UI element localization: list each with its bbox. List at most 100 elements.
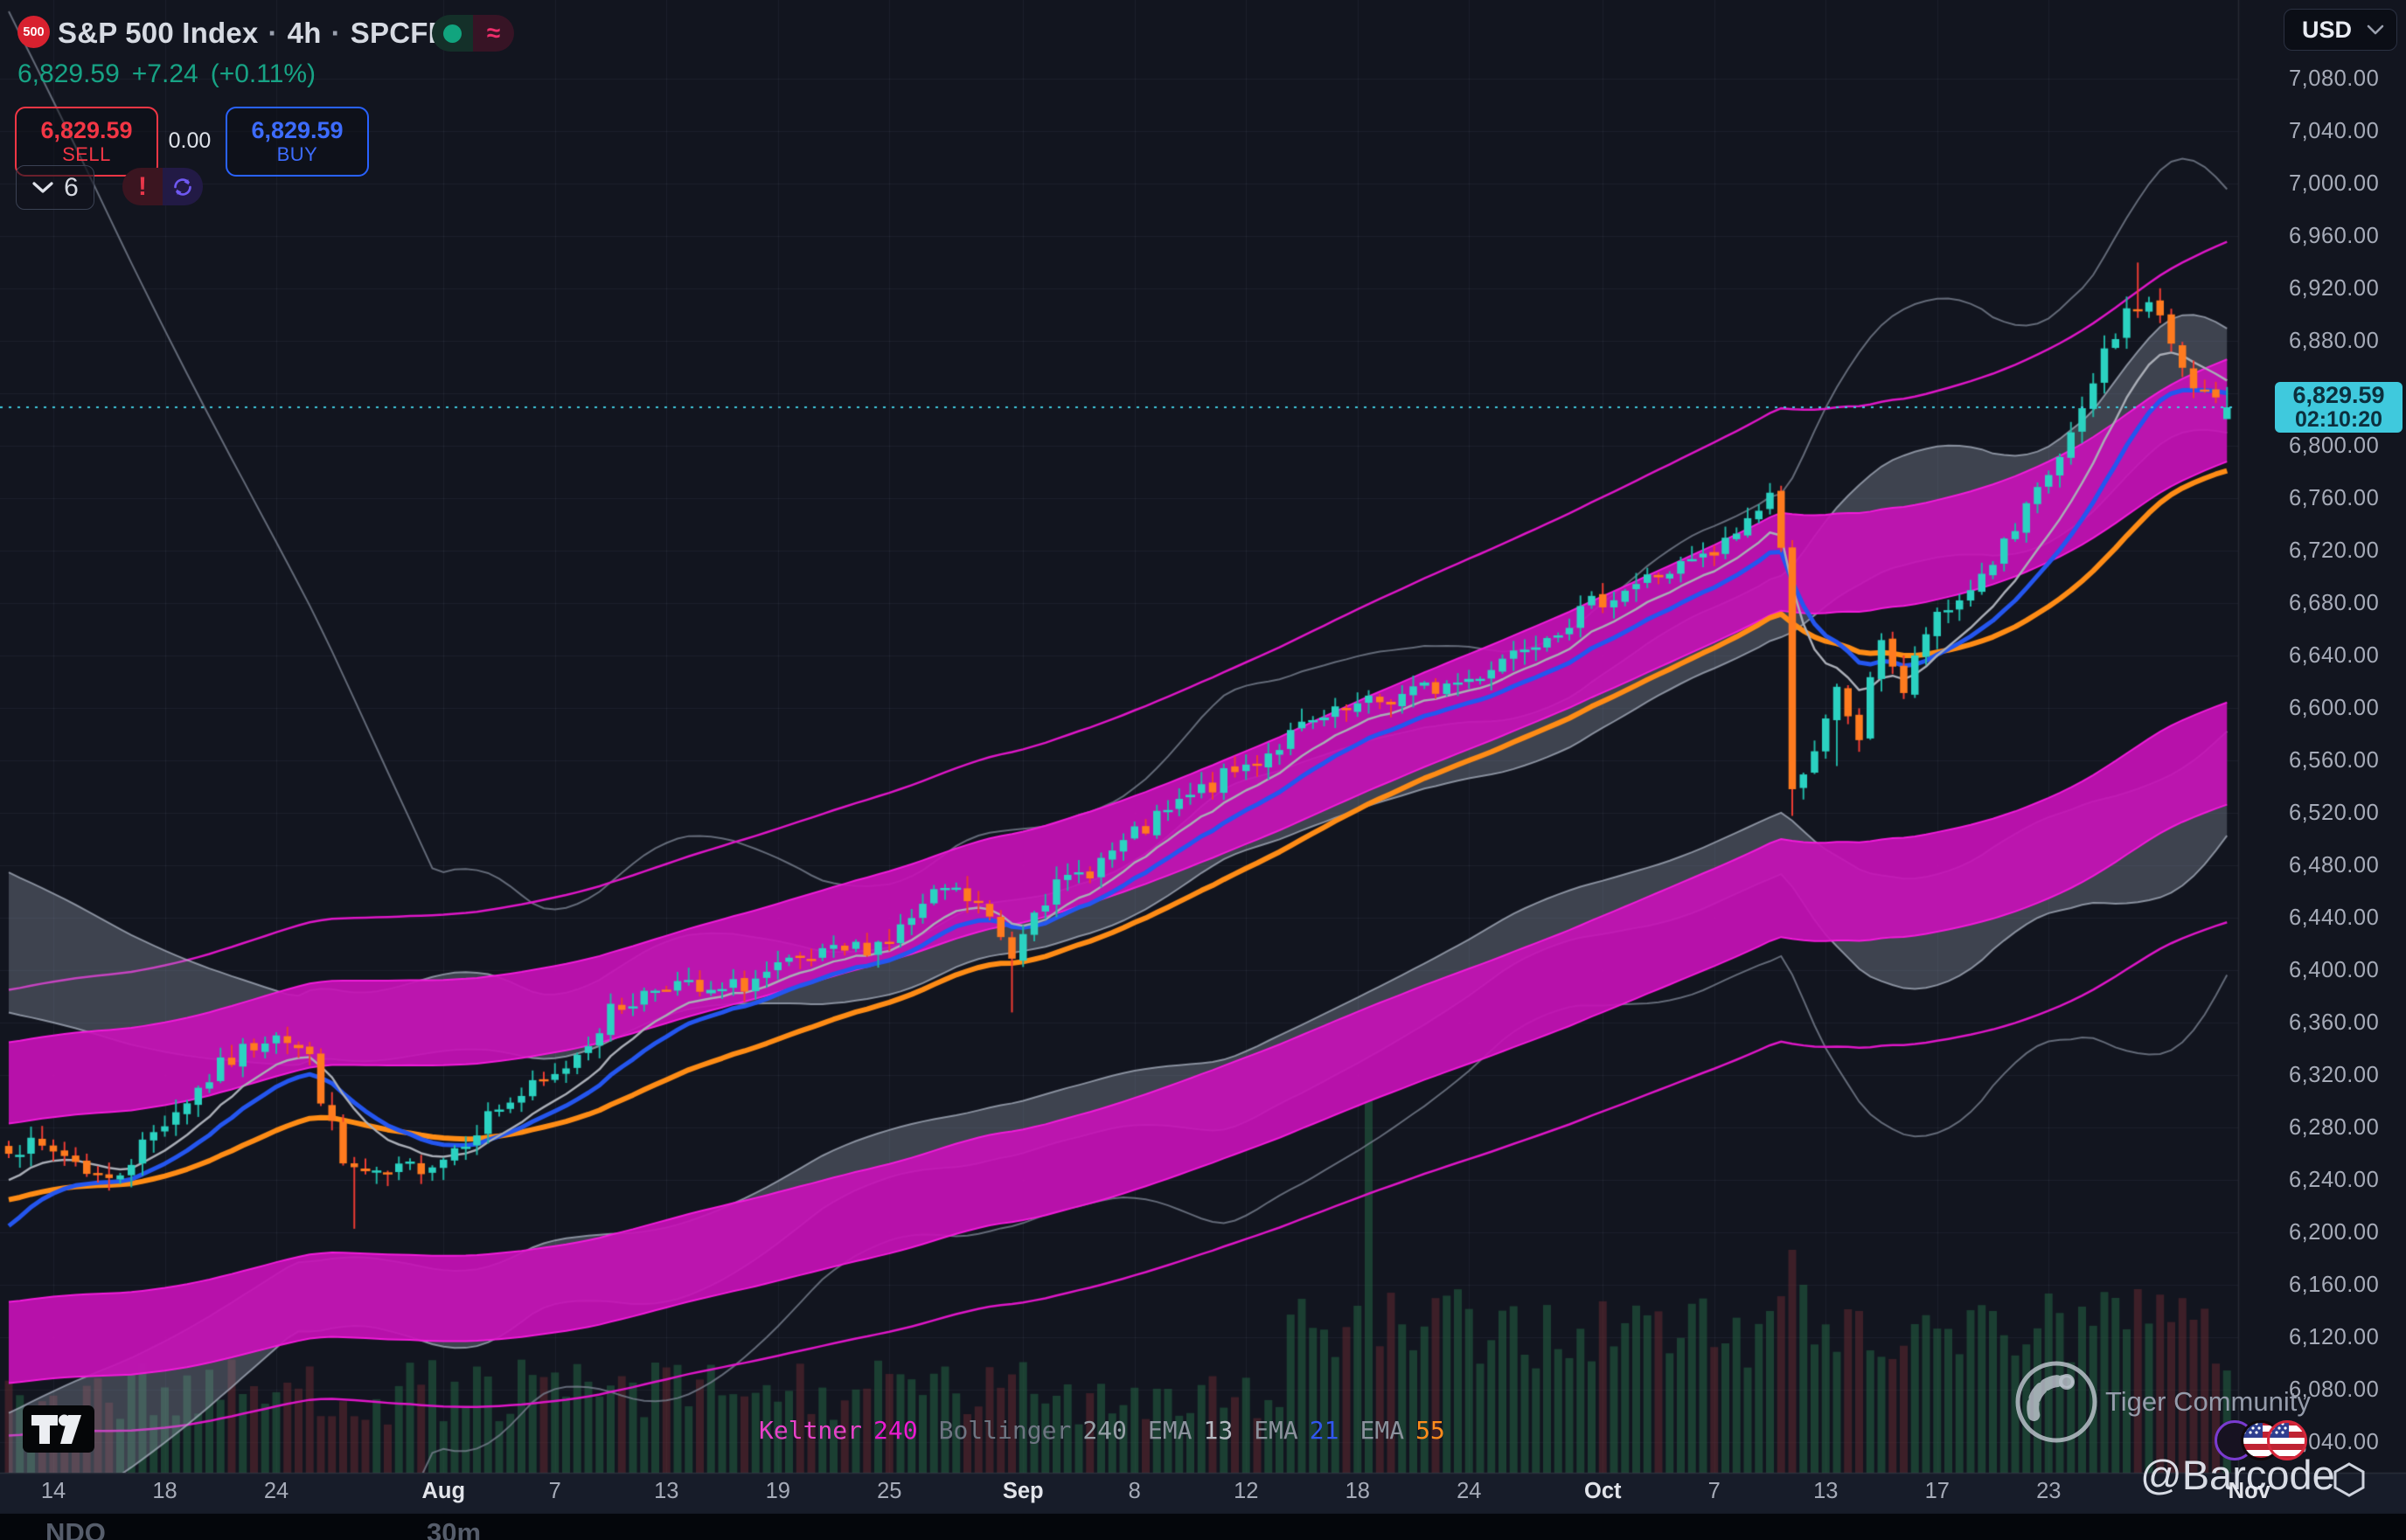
- legend-item-bollinger-240[interactable]: Bollinger 240: [939, 1416, 1127, 1445]
- warning-chip[interactable]: !: [122, 168, 163, 205]
- alert-pill: !: [122, 168, 203, 205]
- buy-label: BUY: [276, 143, 318, 165]
- cfd-icon: ≈: [486, 19, 501, 46]
- price-tick-label: 6,600.00: [2289, 696, 2380, 721]
- tiger-community-logo-icon: [2015, 1361, 2097, 1443]
- time-tick-label: 19: [765, 1479, 790, 1503]
- price-tick-label: 6,640.00: [2289, 643, 2380, 669]
- chevron-down-icon: [2367, 24, 2384, 34]
- price-tick-label: 6,160.00: [2289, 1273, 2380, 1298]
- market-open-dot-icon: [443, 24, 462, 43]
- author-watermark: @Barcode: [2140, 1451, 2367, 1499]
- time-tick-label: 18: [1345, 1479, 1370, 1503]
- time-tick-label: 17: [1924, 1479, 1950, 1503]
- time-tick-label: 12: [1234, 1479, 1259, 1503]
- objects-count: 6: [64, 172, 79, 202]
- market-status-pill[interactable]: ≈: [432, 15, 514, 52]
- price-tick-label: 6,680.00: [2289, 591, 2380, 616]
- hexagon-icon: [2333, 1461, 2365, 1497]
- author-handle: @Barcode: [2140, 1452, 2335, 1498]
- time-tick-label: 25: [877, 1479, 902, 1503]
- price-tick-label: 7,080.00: [2289, 66, 2380, 92]
- bar-countdown: 02:10:20: [2294, 407, 2383, 432]
- legend-value: 55: [1415, 1416, 1445, 1445]
- time-tick-label: 23: [2036, 1479, 2062, 1503]
- price-tick-label: 6,240.00: [2289, 1168, 2380, 1193]
- legend-item-ema-55[interactable]: EMA 55: [1359, 1416, 1444, 1445]
- price-tick-label: 6,400.00: [2289, 958, 2380, 983]
- legend-value: 240: [873, 1416, 918, 1445]
- legend-label: EMA: [1359, 1416, 1405, 1445]
- time-tick-label: 7: [548, 1479, 561, 1503]
- title-separator: ·: [268, 17, 278, 49]
- price-tick-label: 6,880.00: [2289, 329, 2380, 354]
- time-tick-label: Oct: [1583, 1479, 1622, 1503]
- sell-button[interactable]: 6,829.59 SELL: [15, 107, 158, 177]
- symbol-name: S&P 500 Index: [58, 17, 259, 49]
- price-tick-label: 6,280.00: [2289, 1115, 2380, 1141]
- sync-chip[interactable]: [163, 168, 203, 205]
- cfd-mode-chip[interactable]: ≈: [473, 15, 514, 52]
- tradingview-logo[interactable]: [23, 1405, 94, 1453]
- currency-selector[interactable]: USD: [2284, 9, 2397, 51]
- legend-label: EMA: [1254, 1416, 1298, 1445]
- watchlist-symbol: NDQ: [45, 1517, 106, 1540]
- time-tick-label: 14: [40, 1479, 66, 1503]
- price-tick-label: 6,320.00: [2289, 1063, 2380, 1088]
- price-tick-label: 6,360.00: [2289, 1010, 2380, 1036]
- time-tick-label: 18: [152, 1479, 177, 1503]
- price-tick-label: 7,040.00: [2289, 119, 2380, 144]
- legend-label: Bollinger: [938, 1416, 1072, 1445]
- price-tick-label: 6,720.00: [2289, 538, 2380, 564]
- legend-item-ema-21[interactable]: EMA 21: [1254, 1416, 1339, 1445]
- legend-item-ema-13[interactable]: EMA 13: [1148, 1416, 1233, 1445]
- legend-value: 21: [1309, 1416, 1339, 1445]
- time-tick-label: 13: [1813, 1479, 1839, 1503]
- price-tick-label: 6,440.00: [2289, 905, 2380, 931]
- price-change: +7.24: [131, 59, 198, 88]
- sell-price: 6,829.59: [40, 117, 133, 143]
- price-change-pct: (+0.11%): [210, 59, 316, 88]
- symbol-title[interactable]: S&P 500 Index · 4h · SPCFD: [58, 16, 449, 51]
- legend-label: EMA: [1147, 1416, 1193, 1445]
- time-tick-label: 7: [1707, 1479, 1721, 1503]
- time-tick-label: 13: [654, 1479, 679, 1503]
- watchlist-interval: 30m: [427, 1517, 482, 1540]
- time-tick-label: Aug: [421, 1479, 466, 1503]
- time-tick-label: Sep: [1002, 1479, 1044, 1503]
- market-open-chip[interactable]: [432, 15, 473, 52]
- current-price-label: 6,829.59 02:10:20: [2275, 382, 2403, 433]
- legend-value: 13: [1203, 1416, 1234, 1445]
- tiger-community-label: Tiger Community: [2105, 1386, 2311, 1417]
- sync-icon: [174, 177, 191, 196]
- chart-interval: 4h: [287, 17, 322, 49]
- warning-icon: !: [138, 171, 147, 201]
- buy-button[interactable]: 6,829.59 BUY: [226, 107, 369, 177]
- spread-value: 0.00: [168, 128, 212, 153]
- title-separator: ·: [330, 17, 341, 49]
- objects-dropdown[interactable]: 6: [16, 165, 94, 210]
- symbol-logo[interactable]: 500: [17, 16, 50, 48]
- time-tick-label: Nov: [2228, 1479, 2270, 1503]
- current-price: 6,829.59: [2292, 382, 2385, 408]
- last-price: 6,829.59: [17, 59, 120, 88]
- price-tick-label: 6,120.00: [2289, 1325, 2380, 1350]
- bottom-watchlist-bar[interactable]: NDQ 30m: [0, 1514, 2406, 1540]
- legend-item-keltner-240[interactable]: Keltner 240: [759, 1416, 918, 1445]
- chevron-down-icon: [32, 181, 53, 193]
- time-tick-label: 24: [263, 1479, 289, 1503]
- buy-price: 6,829.59: [251, 117, 344, 143]
- sell-label: SELL: [62, 143, 111, 165]
- price-tick-label: 7,000.00: [2289, 171, 2380, 197]
- legend-value: 240: [1082, 1416, 1127, 1445]
- flag-badges: [2214, 1419, 2308, 1461]
- price-tick-label: 6,800.00: [2289, 434, 2380, 459]
- price-tick-label: 6,960.00: [2289, 224, 2380, 249]
- last-price-row: 6,829.59 +7.24 (+0.11%): [17, 59, 316, 89]
- price-tick-label: 6,480.00: [2289, 853, 2380, 878]
- price-tick-label: 6,520.00: [2289, 801, 2380, 826]
- price-tick-label: 6,200.00: [2289, 1220, 2380, 1245]
- legend-label: Keltner: [759, 1416, 863, 1445]
